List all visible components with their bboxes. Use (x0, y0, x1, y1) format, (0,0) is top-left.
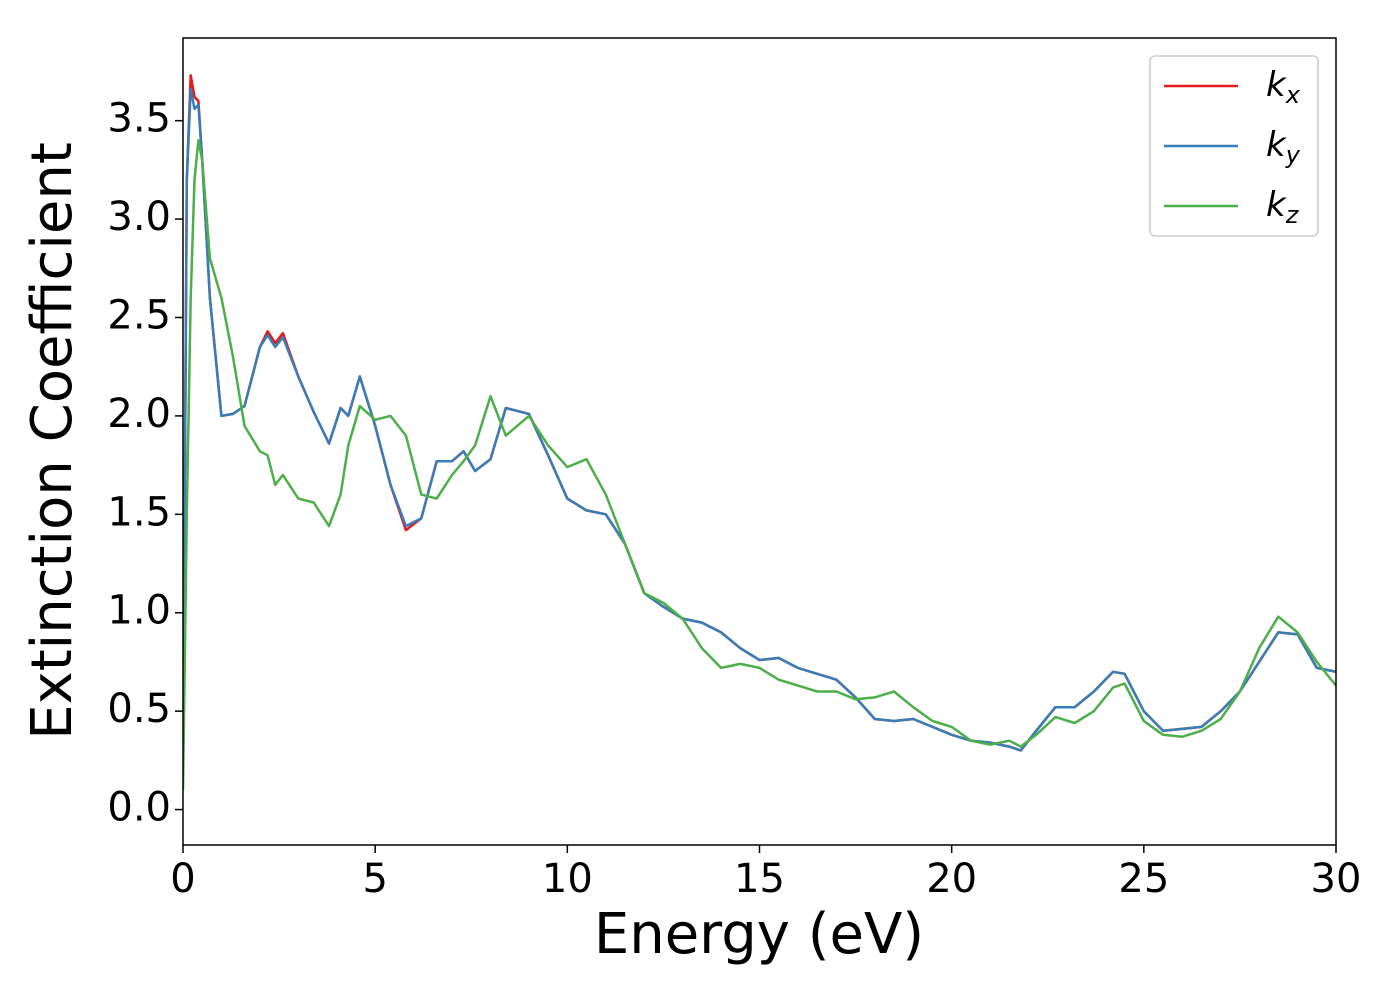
y-tick-label: 3.5 (107, 96, 171, 142)
legend-label: kz (1266, 185, 1300, 230)
y-tick-label: 3.0 (107, 194, 171, 240)
plot-frame (182, 37, 1337, 846)
y-axis-label: Extinction Coefficient (20, 142, 85, 740)
y-tick-label: 0.0 (107, 785, 171, 831)
y-tick-label: 1.0 (107, 588, 171, 634)
x-tick-label: 5 (362, 856, 387, 902)
data-line (183, 139, 1336, 790)
y-tick-label: 0.5 (107, 686, 171, 732)
x-axis-label: Energy (eV) (594, 902, 924, 967)
x-tick-label: 20 (926, 856, 977, 902)
legend-label: kx (1266, 65, 1301, 110)
x-tick-label: 0 (170, 856, 195, 902)
y-tick-label: 1.5 (107, 489, 171, 535)
x-tick-label: 10 (542, 856, 593, 902)
data-line (183, 87, 1336, 771)
x-tick-label: 15 (734, 856, 785, 902)
x-tick-label: 30 (1311, 856, 1362, 902)
x-tick-label: 25 (1118, 856, 1169, 902)
y-tick-label: 2.0 (107, 391, 171, 437)
y-tick-label: 2.5 (107, 292, 171, 338)
plot-lines (183, 74, 1336, 790)
legend-label: ky (1266, 125, 1301, 170)
